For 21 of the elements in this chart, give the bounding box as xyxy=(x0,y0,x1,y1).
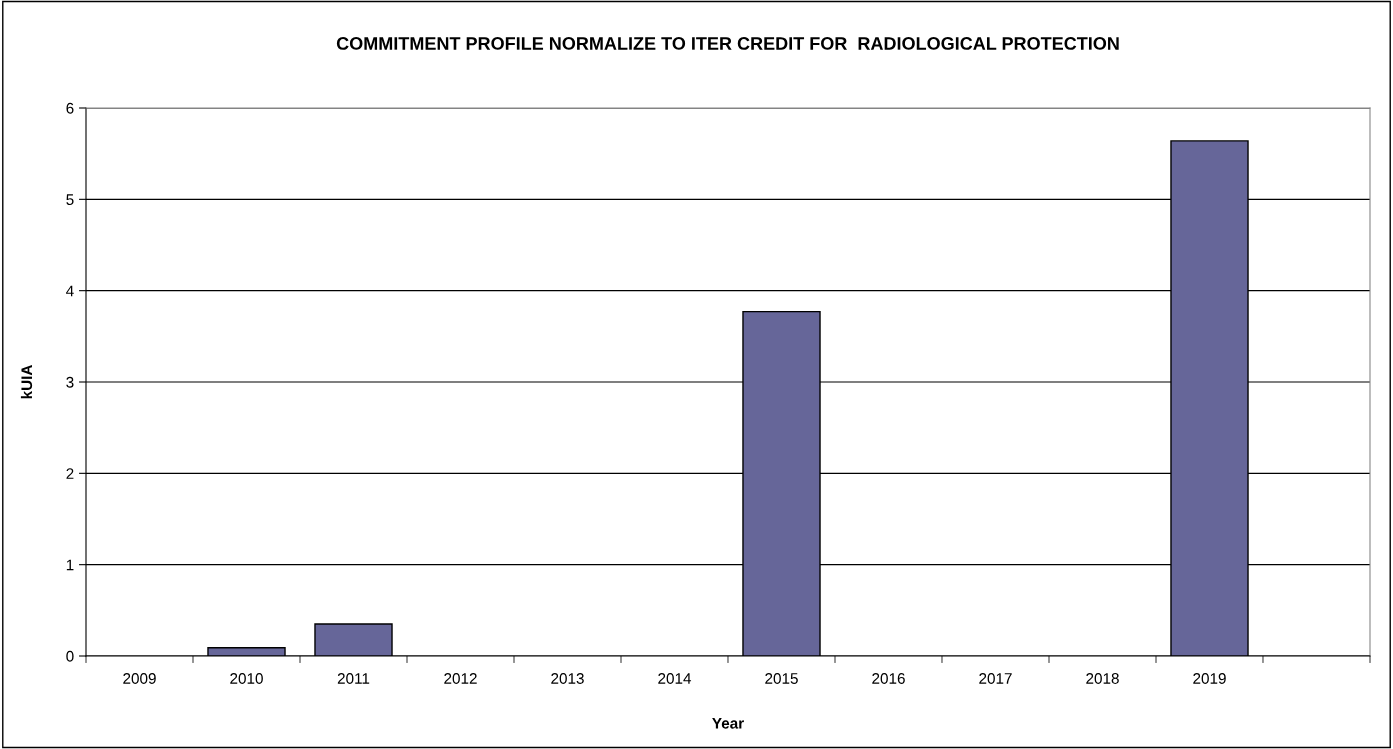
y-tick-label: 2 xyxy=(66,468,74,479)
x-tick-label: 2011 xyxy=(337,673,370,684)
x-tick-label: 2015 xyxy=(765,673,798,684)
x-axis-title: Year xyxy=(712,718,744,729)
chart-title: COMMITMENT PROFILE NORMALIZE TO ITER CREDIT FOR RADIOLOGICAL PROTECTION xyxy=(336,37,1119,50)
x-tick-label: 2013 xyxy=(551,673,584,684)
x-tick-label: 2018 xyxy=(1086,673,1119,684)
y-tick-label: 0 xyxy=(66,650,74,662)
x-tick-label: 2012 xyxy=(444,673,477,684)
x-tick-label: 2014 xyxy=(658,673,692,684)
x-tick-label: 2019 xyxy=(1193,673,1226,684)
x-tick-label: 2017 xyxy=(979,673,1012,684)
y-tick-label: 4 xyxy=(66,285,74,297)
x-tick-label: 2010 xyxy=(230,673,263,684)
y-tick-label: 5 xyxy=(66,194,74,206)
y-tick-label: 6 xyxy=(66,102,74,114)
y-tick-label: 1 xyxy=(66,559,74,571)
x-tick-label: 2016 xyxy=(872,673,905,684)
x-tick-label: 2009 xyxy=(123,673,156,684)
y-axis-title: kUIA xyxy=(20,365,33,399)
y-tick-label: 3 xyxy=(66,376,74,388)
